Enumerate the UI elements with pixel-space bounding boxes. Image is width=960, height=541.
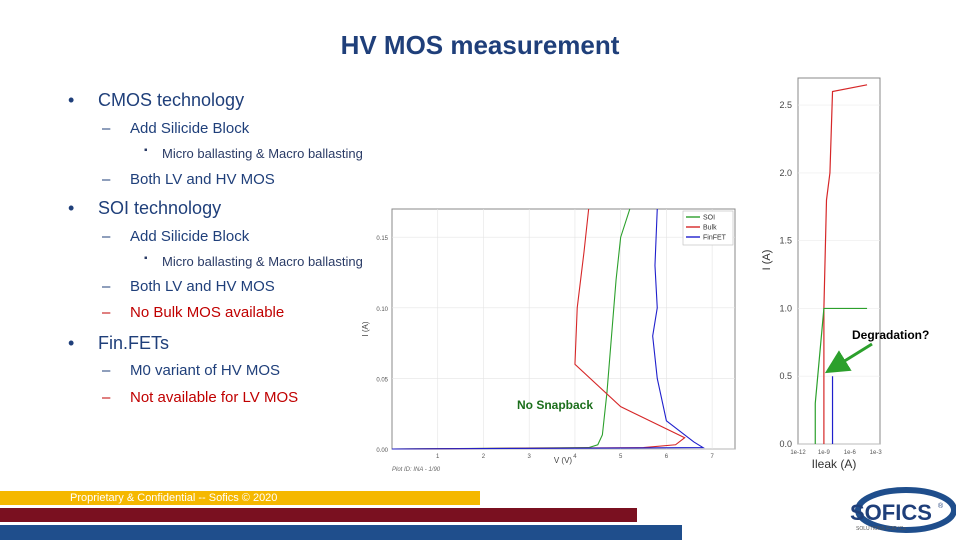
- dash: –: [102, 362, 111, 379]
- bullet-finfet: • Fin.FETs: [68, 333, 170, 354]
- x-tick-label: 3: [528, 454, 532, 460]
- sofics-logo: SOFICS ® SOLUTIONS FOR ICs: [826, 486, 957, 536]
- footer-stripe-maroon: [0, 508, 637, 522]
- leak-series-line: [823, 84, 868, 444]
- x-tick-label: 5: [619, 454, 623, 460]
- dash: –: [102, 228, 111, 245]
- bullet-text: Fin.FETs: [98, 333, 170, 353]
- callout-degradation: Degradation?: [852, 328, 930, 342]
- sub-sub-bullet: ▪ Micro ballasting & Macro ballasting: [144, 145, 363, 161]
- legend-label-soi: SOI: [703, 215, 715, 222]
- sub-bullet: – M0 variant of HV MOS: [102, 362, 281, 379]
- bullet-text: Both LV and HV MOS: [130, 278, 275, 295]
- legend-label-bulk: Bulk: [703, 225, 717, 232]
- bullet-dot: •: [68, 90, 75, 110]
- leak-series-line: [814, 307, 868, 444]
- bullet-text: SOI technology: [98, 198, 222, 218]
- footer-text: Proprietary & Confidential -- Sofics © 2…: [70, 492, 278, 504]
- x-tick-label: 1e-9: [818, 450, 831, 456]
- square-bullet: ▪: [144, 253, 148, 264]
- bullet-text: Both LV and HV MOS: [130, 171, 275, 188]
- svg-text:SOLUTIONS FOR ICs: SOLUTIONS FOR ICs: [856, 526, 906, 532]
- sub-bullet-red: – Not available for LV MOS: [102, 389, 299, 406]
- bullet-text: Micro ballasting & Macro ballasting: [162, 254, 363, 269]
- dash: –: [102, 278, 111, 295]
- bullet-text: CMOS technology: [98, 90, 245, 110]
- callout-no-snapback: No Snapback: [517, 398, 594, 412]
- ileak-chart: 0.0 0.5 1.0 1.5 2.0 2.5 1e-12 1e-9 1e-6 1e-3 I (…: [761, 77, 883, 471]
- footer-stripe-blue: [0, 525, 682, 540]
- dash: –: [102, 171, 111, 188]
- bullet-text: M0 variant of HV MOS: [130, 362, 281, 379]
- x-tick-label: 2: [482, 454, 486, 460]
- sub-bullet: – Both LV and HV MOS: [102, 171, 275, 188]
- x-tick-label: 7: [710, 454, 714, 460]
- x-axis-label: V (V): [554, 456, 573, 465]
- bullet-dot: •: [68, 333, 75, 353]
- x-tick-label: 1: [436, 454, 440, 460]
- y-tick-label: 0.00: [376, 448, 388, 454]
- y-axis-label: I (A): [761, 250, 773, 271]
- legend-label-finfet: FinFET: [703, 235, 727, 242]
- y-tick-label: 2.5: [779, 100, 792, 110]
- y-tick-label: 0.0: [779, 439, 792, 449]
- y-axis-label: I (A): [361, 321, 370, 336]
- series-line-bulk: [391, 208, 686, 450]
- svg-text:SOFICS: SOFICS: [850, 500, 932, 525]
- y-tick-label: 2.0: [779, 168, 792, 178]
- plot-frame: [797, 77, 881, 445]
- x-tick-label: 1e-3: [870, 450, 883, 456]
- sub-bullet: – Both LV and HV MOS: [102, 278, 275, 295]
- bullet-text: Add Silicide Block: [130, 228, 250, 245]
- sub-bullet: – Add Silicide Block: [102, 120, 250, 137]
- x-axis-label: Ileak (A): [812, 457, 857, 471]
- y-tick-label: 0.10: [376, 307, 388, 313]
- dash: –: [102, 389, 111, 406]
- y-tick-label: 0.5: [779, 371, 792, 381]
- footer-stripe-orange: [0, 491, 480, 505]
- y-tick-label: 1.5: [779, 236, 792, 246]
- dash: –: [102, 304, 111, 321]
- series-line-soi: [391, 208, 631, 450]
- callout-arrow: [824, 342, 873, 374]
- x-tick-label: 1e-6: [844, 450, 857, 456]
- bullet-text: Not available for LV MOS: [130, 389, 299, 406]
- iv-chart: 0.00 0.05 0.10 0.15 1 2 3 4 5 6 7 SOI Bulk FinFET…: [361, 208, 736, 473]
- x-tick-label: 4: [573, 454, 577, 460]
- bullet-soi: • SOI technology: [68, 198, 222, 219]
- series-line-finfet: [391, 208, 705, 450]
- y-tick-label: 0.15: [376, 236, 388, 242]
- x-tick-label: 1e-12: [790, 450, 806, 456]
- sub-bullet-red: – No Bulk MOS available: [102, 304, 285, 321]
- bullet-text: No Bulk MOS available: [130, 304, 285, 321]
- svg-text:®: ®: [938, 502, 944, 510]
- bullet-dot: •: [68, 198, 75, 218]
- bullet-cmos: • CMOS technology: [68, 90, 245, 111]
- bullet-text: Micro ballasting & Macro ballasting: [162, 146, 363, 161]
- square-bullet: ▪: [144, 145, 148, 156]
- x-tick-label: 6: [665, 454, 669, 460]
- sub-sub-bullet: ▪ Micro ballasting & Macro ballasting: [144, 253, 363, 269]
- y-tick-label: 0.05: [376, 377, 388, 383]
- chart-caption: Plot ID: INA - 1/90: [392, 467, 441, 473]
- sub-bullet: – Add Silicide Block: [102, 228, 250, 245]
- dash: –: [102, 120, 111, 137]
- page-title: HV MOS measurement: [340, 30, 620, 60]
- legend: SOI Bulk FinFET: [682, 210, 734, 246]
- bullet-text: Add Silicide Block: [130, 120, 250, 137]
- y-tick-label: 1.0: [779, 303, 792, 313]
